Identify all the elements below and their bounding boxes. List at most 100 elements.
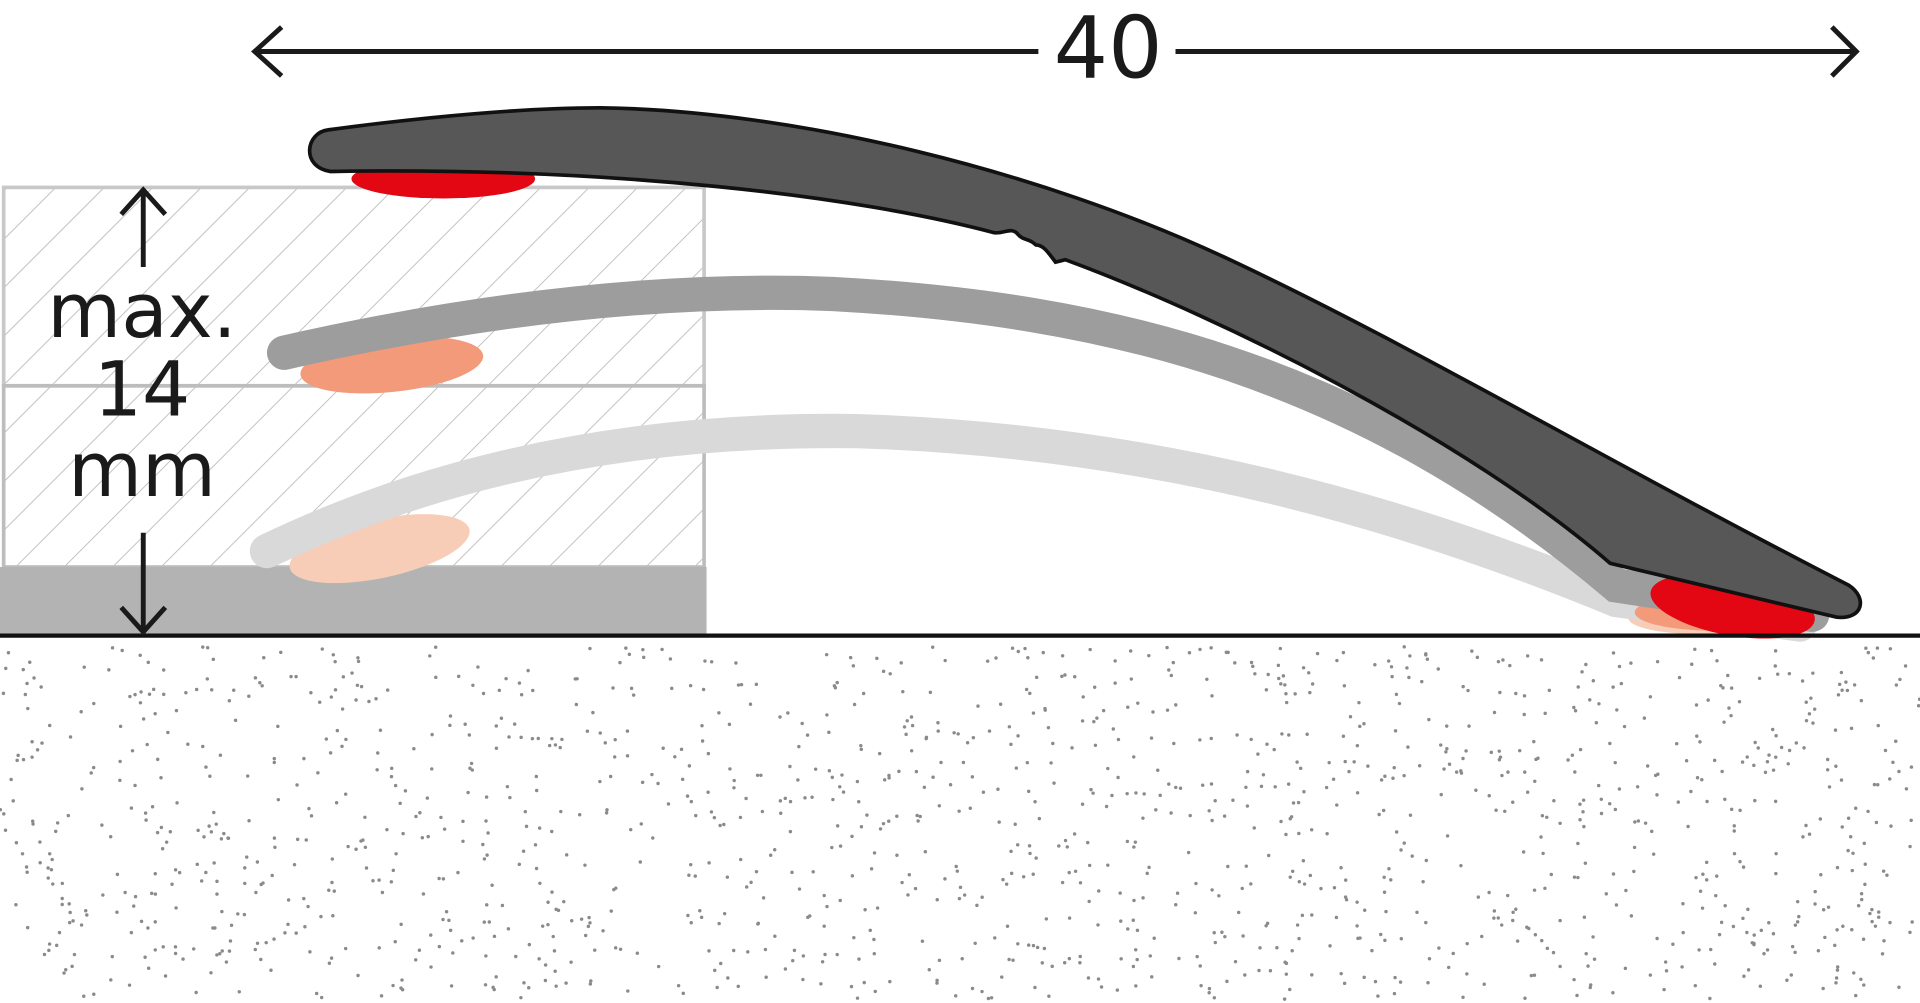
floor-dot [918, 814, 922, 819]
floor-dot [927, 968, 931, 972]
floor-dot [587, 915, 591, 920]
floor-dot [318, 700, 322, 704]
floor-dot [1226, 864, 1230, 869]
floor-dot [526, 668, 530, 673]
floor-dot [1566, 758, 1570, 762]
floor-dot [1686, 824, 1690, 829]
floor-dot [1613, 760, 1617, 765]
floor-dot [1454, 770, 1459, 774]
floor-dot [1821, 986, 1825, 991]
floor-dot [980, 989, 984, 994]
floor-dot [316, 771, 320, 775]
floor-dot [1279, 682, 1283, 686]
floor-dot [295, 783, 299, 787]
floor-dot [1198, 647, 1202, 652]
floor-dot [201, 744, 205, 749]
floor-dot [538, 881, 542, 886]
floor-dot [26, 706, 30, 711]
floor-dot [1854, 806, 1858, 810]
floor-dot [1439, 792, 1443, 797]
floor-dot [1379, 778, 1384, 782]
floor-dot [483, 983, 488, 987]
floor-dot [481, 842, 485, 847]
floor-dot [887, 819, 891, 823]
floor-dot [1498, 690, 1502, 695]
floor-dot [952, 731, 956, 735]
floor-dot [456, 870, 460, 875]
floor-dot [1656, 772, 1660, 776]
floor-dot [1339, 971, 1343, 976]
floor-dot [543, 978, 548, 983]
floor-dot [128, 694, 132, 699]
floor-dot [485, 853, 489, 857]
floor-dot [1795, 920, 1800, 924]
floor-dot [881, 821, 886, 826]
floor-dot [800, 721, 804, 726]
floor-dot [1078, 881, 1083, 885]
floor-dot [205, 645, 210, 650]
floor-dot [1588, 985, 1592, 990]
floor-dot [1464, 749, 1468, 753]
floor-dot [1611, 685, 1615, 689]
floor-dot [334, 801, 339, 805]
floor-dot [930, 645, 935, 649]
floor-dot [177, 870, 182, 875]
floor-dot [499, 716, 504, 720]
floor-dot [1167, 782, 1171, 786]
floor-dot [1470, 649, 1474, 653]
floor-dot [1834, 764, 1838, 768]
floor-dot [150, 891, 154, 896]
floor-dot [1067, 916, 1072, 920]
floor-dot [1904, 787, 1909, 791]
floor-dot [1095, 716, 1099, 720]
floor-dot [1862, 841, 1866, 846]
floor-dot [1581, 798, 1586, 802]
floor-dot [1386, 659, 1391, 663]
floor-dot [1389, 665, 1394, 669]
floor-dot [350, 671, 354, 675]
floor-dot [830, 775, 834, 780]
floor-dot [1315, 651, 1320, 656]
floor-dot [1225, 979, 1229, 984]
floor-dot [1236, 910, 1241, 915]
floor-dot [1308, 690, 1312, 695]
floor-dot [153, 872, 157, 876]
floor-dot [1763, 770, 1768, 775]
floor-dot [523, 809, 528, 814]
floor-dot [875, 906, 880, 910]
floor-dot [259, 957, 263, 962]
floor-dot [700, 739, 705, 743]
floor-dot [1393, 975, 1397, 980]
floor-dot [1833, 728, 1838, 732]
floor-dot [147, 692, 152, 696]
floor-dot [1207, 986, 1212, 991]
floor-dot [46, 866, 50, 870]
floor-dot [560, 737, 564, 742]
floor-dot [1525, 654, 1530, 658]
floor-dot [1873, 924, 1878, 928]
floor-dot [80, 787, 84, 791]
floor-dot [1355, 791, 1360, 795]
floor-dot [1701, 872, 1705, 876]
floor-dot [1235, 733, 1239, 737]
floor-dot [907, 873, 912, 877]
floor-dot [1467, 724, 1471, 728]
floor-dot [333, 659, 337, 664]
floor-dot [822, 924, 826, 928]
floor-dot [1147, 653, 1151, 658]
floor-dot [1439, 743, 1443, 747]
floor-dot [429, 933, 433, 937]
floor-dot [418, 811, 422, 815]
floor-dot [39, 685, 43, 689]
floor-dot [255, 941, 260, 946]
floor-dot [108, 835, 113, 839]
floor-dot [808, 914, 812, 918]
floor-dot [639, 822, 643, 826]
floor-dot [519, 693, 524, 697]
floor-dot [1629, 914, 1634, 918]
floor-dot [1134, 948, 1138, 952]
floor-dot [115, 872, 120, 877]
floor-dot [30, 819, 35, 823]
floor-dot [763, 947, 768, 952]
floor-dot [1383, 774, 1387, 778]
